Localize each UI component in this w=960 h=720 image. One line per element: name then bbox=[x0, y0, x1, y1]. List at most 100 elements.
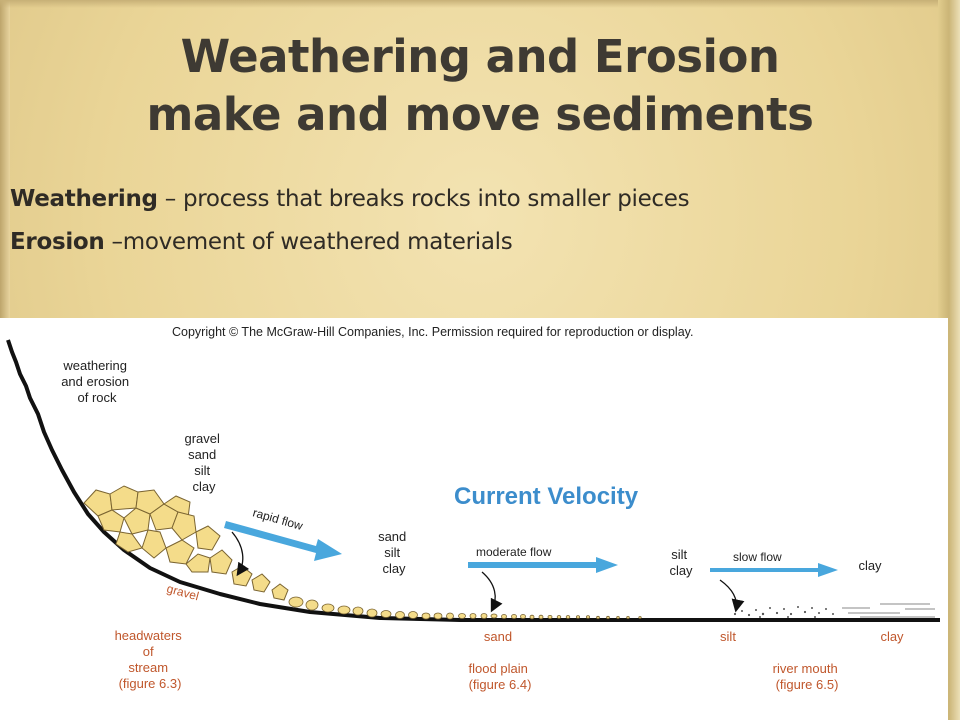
silt-specks bbox=[733, 606, 834, 618]
silt-speck bbox=[747, 613, 751, 617]
pebble bbox=[511, 614, 517, 619]
silt-speck bbox=[759, 616, 761, 618]
silt-speck bbox=[832, 613, 834, 615]
rock bbox=[123, 507, 151, 535]
rock bbox=[115, 531, 143, 553]
pebble bbox=[352, 606, 364, 616]
silt-speck bbox=[825, 608, 827, 610]
end-sediment: clay bbox=[858, 558, 882, 573]
pebble bbox=[626, 615, 630, 619]
pebble bbox=[433, 612, 443, 620]
rock bbox=[251, 573, 271, 593]
rock bbox=[185, 553, 211, 573]
silt-speck bbox=[797, 606, 799, 608]
term-erosion: Erosion bbox=[10, 229, 105, 255]
pebble bbox=[337, 605, 351, 615]
rock bbox=[109, 485, 139, 511]
pebble bbox=[576, 615, 581, 619]
definition-weathering: Weathering – process that breaks rocks i… bbox=[10, 186, 945, 212]
headwater-sand: sand bbox=[188, 447, 216, 462]
headwater-clay: clay bbox=[192, 479, 216, 494]
definition-erosion-text: movement of weathered materials bbox=[122, 229, 513, 255]
pebble bbox=[490, 613, 498, 619]
title-line-2: make and move sediments bbox=[146, 88, 814, 141]
pebble bbox=[538, 614, 544, 620]
silt-speck bbox=[741, 610, 743, 612]
zone-headwaters-line-4: (figure 6.3) bbox=[119, 676, 182, 691]
silt-speck bbox=[755, 609, 757, 611]
zone-river-mouth-line-1: river mouth bbox=[773, 661, 838, 676]
source-label: weathering and erosion of rock bbox=[61, 358, 133, 405]
rock bbox=[165, 539, 195, 565]
rapid-flow-label: rapid flow bbox=[251, 505, 305, 533]
pebble bbox=[458, 613, 466, 619]
pebble bbox=[395, 611, 405, 619]
source-label-line-1: weathering bbox=[62, 358, 127, 373]
rapid-deposit-arrow bbox=[231, 531, 250, 577]
pebble bbox=[501, 614, 507, 619]
silt-speck bbox=[761, 612, 765, 616]
definition-weathering-text: process that breaks rocks into smaller p… bbox=[182, 186, 690, 212]
mid-sand: sand bbox=[378, 529, 406, 544]
headwater-sediments: gravel sand silt clay bbox=[184, 431, 223, 494]
rock bbox=[231, 565, 253, 587]
slow-flow-arrow-shape bbox=[710, 563, 838, 577]
pebble bbox=[616, 615, 620, 619]
zone-flood-plain: flood plain (figure 6.4) bbox=[469, 661, 532, 692]
pebble bbox=[596, 615, 600, 620]
silt-speck bbox=[818, 612, 820, 614]
low-clay: clay bbox=[669, 563, 693, 578]
source-label-line-3: of rock bbox=[77, 390, 117, 405]
silt-speck bbox=[775, 611, 779, 615]
rock bbox=[271, 583, 289, 601]
pebble bbox=[520, 614, 526, 619]
title-line-1: Weathering and Erosion bbox=[180, 30, 780, 83]
headwater-silt: silt bbox=[194, 463, 210, 478]
pebble bbox=[380, 610, 392, 618]
pebble bbox=[446, 612, 454, 620]
deposit-clay: clay bbox=[880, 629, 904, 644]
zone-flood-plain-line-2: (figure 6.4) bbox=[469, 677, 532, 692]
book-top-edge bbox=[0, 0, 960, 8]
pebble bbox=[469, 613, 477, 619]
zone-river-mouth-line-2: (figure 6.5) bbox=[776, 677, 839, 692]
pebble bbox=[288, 596, 304, 608]
term-weathering: Weathering bbox=[10, 186, 158, 212]
rapid-flow-arrow-shape bbox=[224, 521, 342, 561]
mid-clay: clay bbox=[382, 561, 406, 576]
rock bbox=[135, 489, 165, 515]
zone-headwaters-line-3: stream bbox=[128, 660, 168, 675]
pebble bbox=[321, 603, 335, 613]
gravel-rocks bbox=[83, 485, 289, 601]
sediment-diagram-svg: Copyright © The McGraw-Hill Companies, I… bbox=[6, 325, 940, 692]
moderate-deposit-arrow bbox=[481, 571, 503, 613]
silt-speck bbox=[803, 610, 807, 614]
silt-speck bbox=[787, 616, 789, 618]
deposit-silt: silt bbox=[720, 629, 736, 644]
pebble bbox=[586, 615, 591, 619]
rock bbox=[195, 525, 221, 551]
low-sediments: silt clay bbox=[669, 547, 693, 578]
zone-headwaters: headwaters of stream (figure 6.3) bbox=[115, 628, 186, 691]
separator-erosion: – bbox=[104, 229, 124, 255]
pebble bbox=[421, 612, 431, 620]
pebble bbox=[408, 611, 418, 619]
zone-river-mouth: river mouth (figure 6.5) bbox=[773, 661, 842, 692]
slow-flow-label: slow flow bbox=[733, 550, 782, 564]
pebble bbox=[606, 615, 610, 620]
deposit-sand: sand bbox=[484, 629, 512, 644]
silt-speck bbox=[769, 607, 771, 609]
pebble bbox=[480, 613, 488, 619]
copyright-notice: Copyright © The McGraw-Hill Companies, I… bbox=[172, 325, 693, 339]
zone-flood-plain-line-1: flood plain bbox=[469, 661, 528, 676]
definition-erosion: Erosion –movement of weathered materials bbox=[10, 229, 945, 255]
pebble bbox=[638, 616, 642, 619]
pebble bbox=[366, 608, 378, 618]
pebble bbox=[556, 615, 562, 619]
slow-deposit-arrow bbox=[719, 579, 745, 613]
silt-speck bbox=[814, 616, 816, 618]
rock bbox=[141, 529, 167, 559]
slow-flow-arrow: slow flow bbox=[710, 550, 838, 577]
pebble bbox=[305, 599, 319, 611]
rock bbox=[171, 511, 197, 541]
